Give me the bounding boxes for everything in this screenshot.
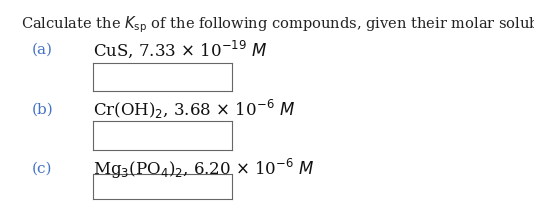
Text: (c): (c) (32, 161, 52, 175)
Text: (a): (a) (32, 42, 53, 56)
Text: Calculate the $K_{\mathrm{sp}}$ of the following compounds, given their molar so: Calculate the $K_{\mathrm{sp}}$ of the f… (21, 14, 534, 35)
Text: CuS, 7.33 $\times$ 10$^{-19}$ $M$: CuS, 7.33 $\times$ 10$^{-19}$ $M$ (93, 38, 268, 60)
Text: (b): (b) (32, 102, 54, 116)
Text: Cr(OH)$_2$, 3.68 $\times$ 10$^{-6}$ $M$: Cr(OH)$_2$, 3.68 $\times$ 10$^{-6}$ $M$ (93, 98, 295, 121)
Text: Mg$_3$(PO$_4$)$_2$, 6.20 $\times$ 10$^{-6}$ $M$: Mg$_3$(PO$_4$)$_2$, 6.20 $\times$ 10$^{-… (93, 156, 315, 180)
